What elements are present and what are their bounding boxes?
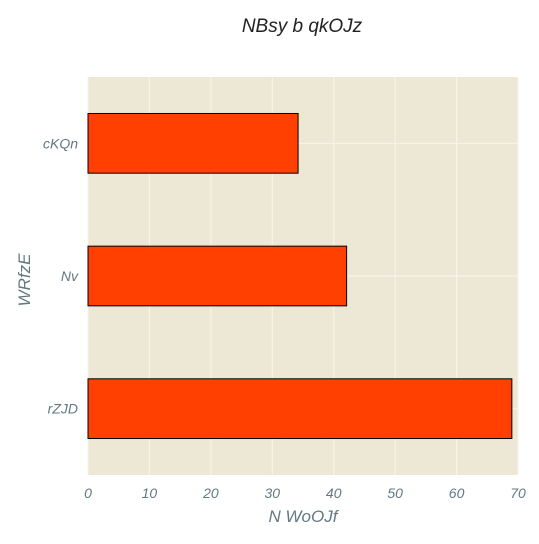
x-tick-label: 0 (84, 485, 92, 501)
x-tick-label: 30 (264, 485, 280, 501)
y-tick-label: cKQn (43, 135, 78, 151)
y-tick-label: Nv (61, 268, 79, 284)
x-tick-label: 20 (202, 485, 219, 501)
bar-cKQn (87, 112, 299, 174)
x-tick-label: 60 (449, 485, 465, 501)
x-tick-label: 70 (510, 485, 526, 501)
x-axis-label: N WoOJf (269, 507, 340, 526)
chart-title: NBsy b qkOJz (242, 16, 363, 37)
x-tick-labels: 0 10 20 30 40 50 60 70 (84, 485, 526, 501)
x-tick-label: 50 (387, 485, 403, 501)
y-tick-labels: cKQn Nv rZJD (43, 135, 79, 416)
y-tick-label: rZJD (48, 401, 78, 417)
x-tick-label: 40 (326, 485, 342, 501)
y-axis-label: WRfzE (15, 253, 34, 307)
bars (87, 112, 513, 440)
x-tick-label: 10 (142, 485, 158, 501)
bar-rZJD (87, 378, 513, 440)
bar-Nv (87, 245, 348, 307)
